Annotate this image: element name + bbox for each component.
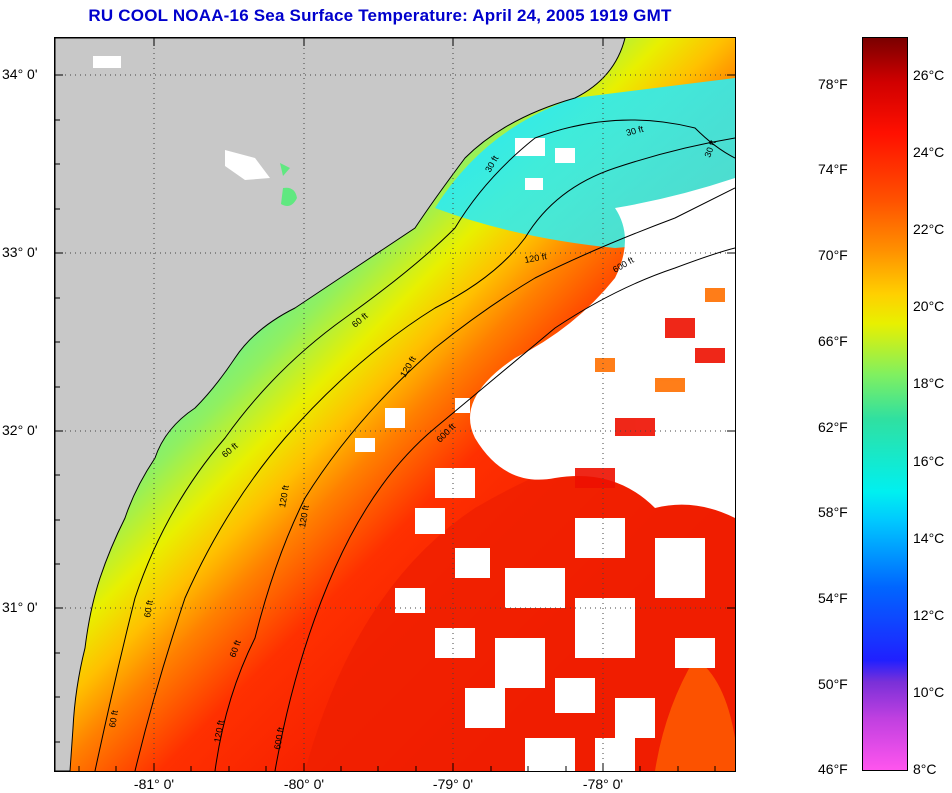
graticule <box>55 38 735 771</box>
x-axis-label: -78° 0' <box>582 776 624 792</box>
colorbar-label-fahrenheit: 58°F <box>818 504 848 520</box>
y-axis-label: 32° 0' <box>2 422 38 438</box>
colorbar-label-celsius: 26°C <box>913 67 945 83</box>
contour-label: 120 ft <box>277 484 291 508</box>
y-axis-label: 33° 0' <box>2 244 38 260</box>
temperature-colorbar <box>862 37 908 771</box>
contour-label: 120 ft <box>524 251 548 265</box>
colorbar-label-fahrenheit: 74°F <box>818 161 848 177</box>
contour-label: 120 ft <box>212 719 226 743</box>
x-axis-label: -81° 0' <box>133 776 175 792</box>
colorbar-label-celsius: 16°C <box>913 453 945 469</box>
colorbar-label-celsius: 14°C <box>913 530 945 546</box>
colorbar-label-celsius: 22°C <box>913 221 945 237</box>
sst-map-canvas: 30 ft 30 ft 60 ft 60 ft 60 ft 120 ft 120… <box>55 38 735 771</box>
contour-label: 600 ft <box>272 726 286 750</box>
colorbar-label-fahrenheit: 54°F <box>818 590 848 606</box>
contour-label: 30 ft <box>625 124 645 138</box>
colorbar-label-fahrenheit: 78°F <box>818 76 848 92</box>
colorbar-label-celsius: 20°C <box>913 298 945 314</box>
contour-label: 120 ft <box>297 504 311 528</box>
colorbar-label-fahrenheit: 46°F <box>818 761 848 777</box>
colorbar-label-celsius: 12°C <box>913 607 945 623</box>
colorbar-label-fahrenheit: 62°F <box>818 419 848 435</box>
colorbar-label-celsius: 10°C <box>913 684 945 700</box>
x-axis-label: -80° 0' <box>283 776 325 792</box>
tick-marks <box>55 38 735 771</box>
colorbar-label-celsius: 18°C <box>913 375 945 391</box>
colorbar-label-fahrenheit: 70°F <box>818 247 848 263</box>
y-axis-label: 31° 0' <box>2 599 38 615</box>
depth-contours <box>94 119 735 771</box>
contour-label: 60 ft <box>142 599 155 618</box>
colorbar-label-fahrenheit: 66°F <box>818 333 848 349</box>
contour-labels: 30 ft 30 ft 60 ft 60 ft 60 ft 120 ft 120… <box>107 124 718 751</box>
x-axis-label: -79° 0' <box>432 776 474 792</box>
map-title: RU COOL NOAA-16 Sea Surface Temperature:… <box>88 6 672 25</box>
sst-map: 30 ft 30 ft 60 ft 60 ft 60 ft 120 ft 120… <box>54 37 736 772</box>
contour-label: 60 ft <box>107 709 120 728</box>
land-mass <box>55 38 626 771</box>
colorbar-label-celsius: 24°C <box>913 144 945 160</box>
colorbar-label-fahrenheit: 50°F <box>818 676 848 692</box>
colorbar-label-celsius: 8°C <box>913 761 937 777</box>
y-axis-label: 34° 0' <box>2 66 38 82</box>
land-cloud-patches <box>93 56 270 180</box>
